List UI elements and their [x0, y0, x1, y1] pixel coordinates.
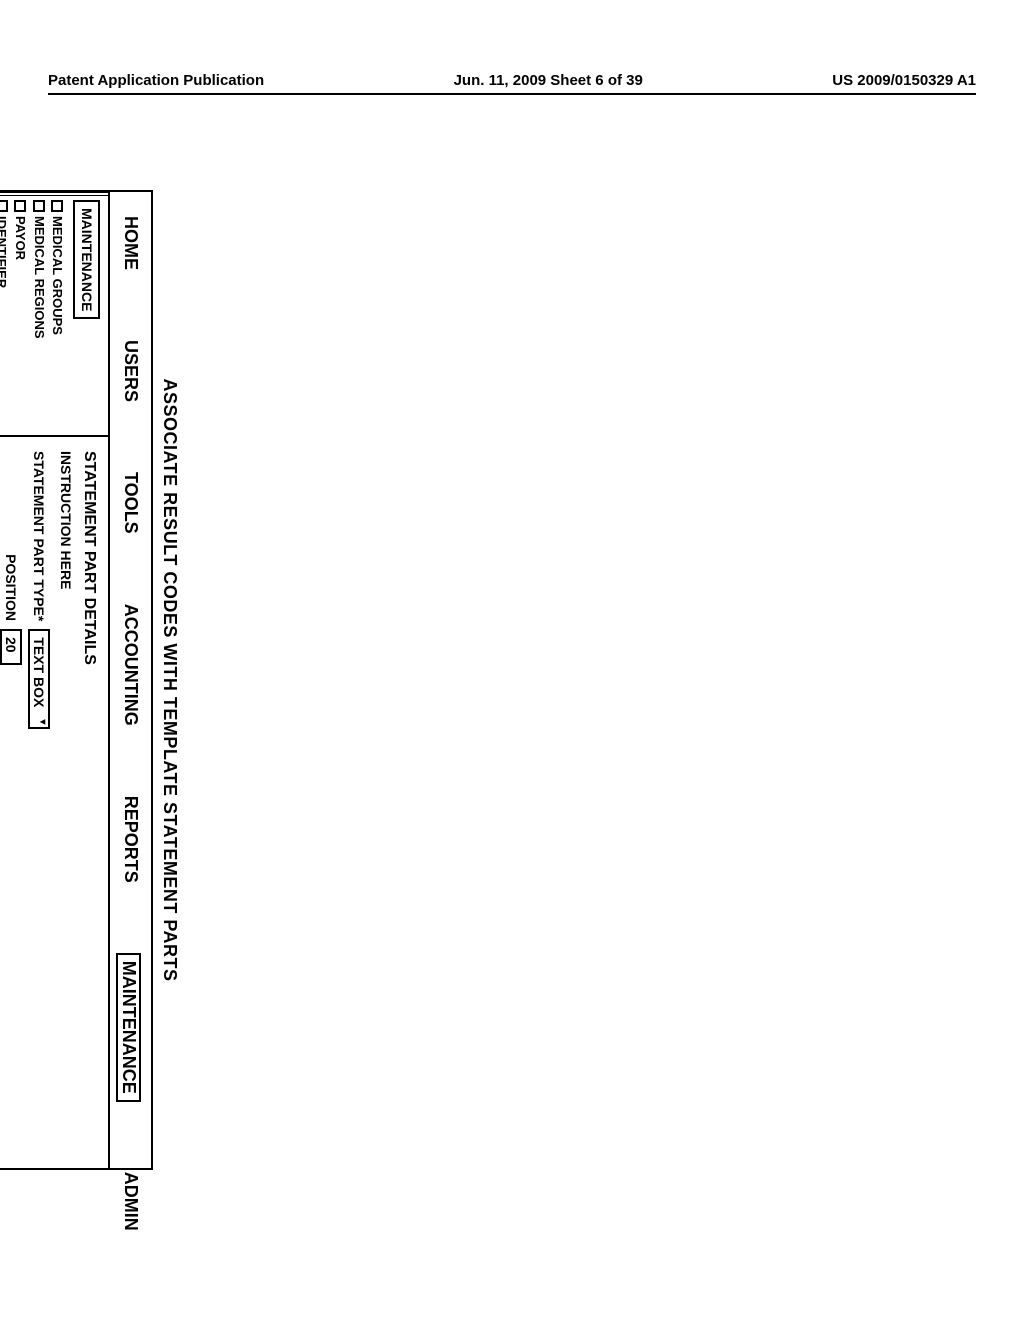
sidebar-item[interactable]: MEDICAL GROUPS: [49, 200, 67, 431]
checkbox-icon: [0, 200, 8, 212]
pub-right: US 2009/0150329 A1: [832, 72, 976, 89]
menu-tools[interactable]: TOOLS: [116, 472, 141, 534]
menubar: HOME USERS TOOLS ACCOUNTING REPORTS MAIN…: [108, 192, 151, 1168]
checkbox-icon: [33, 200, 45, 212]
window-title: ASSOCIATE RESULT CODES WITH TEMPLATE STA…: [159, 190, 180, 1170]
app-window: HOME USERS TOOLS ACCOUNTING REPORTS MAIN…: [0, 190, 153, 1170]
sidebar-item[interactable]: IDENTIFIER: [0, 200, 10, 431]
menu-home[interactable]: HOME: [116, 216, 141, 270]
pub-center: Jun. 11, 2009 Sheet 6 of 39: [454, 72, 643, 89]
sidebar-title: MAINTENANCE: [73, 200, 100, 319]
publication-header: Patent Application Publication Jun. 11, …: [48, 72, 976, 95]
instruction-text: INSTRUCTION HERE: [58, 451, 74, 1150]
section-title: STATEMENT PART DETAILS: [80, 451, 98, 1150]
sidebar-item-label: MEDICAL REGIONS: [30, 216, 48, 339]
sidebar: MAINTENANCE MEDICAL GROUPSMEDICAL REGION…: [0, 192, 108, 437]
type-label: STATEMENT PART TYPE*: [31, 451, 47, 621]
menu-accounting[interactable]: ACCOUNTING: [116, 604, 141, 726]
main-panel: STATEMENT PART DETAILS INSTRUCTION HERE …: [0, 437, 108, 1168]
pub-left: Patent Application Publication: [48, 72, 264, 89]
sidebar-item[interactable]: MEDICAL REGIONS: [30, 200, 48, 431]
menu-admin[interactable]: ADMIN: [116, 1172, 141, 1231]
checkbox-icon: [14, 200, 26, 212]
sidebar-item-label: PAYOR: [11, 216, 29, 260]
menu-users[interactable]: USERS: [116, 340, 141, 402]
sidebar-item-label: IDENTIFIER: [0, 216, 10, 288]
checkbox-icon: [51, 200, 63, 212]
menu-maintenance[interactable]: MAINTENANCE: [116, 953, 141, 1102]
position-label: POSITION: [3, 451, 19, 621]
sidebar-item[interactable]: PAYOR: [11, 200, 29, 431]
position-input[interactable]: 20: [0, 629, 22, 665]
sidebar-item-label: MEDICAL GROUPS: [49, 216, 67, 335]
menu-reports[interactable]: REPORTS: [116, 796, 141, 883]
type-select[interactable]: TEXT BOX: [28, 629, 50, 729]
